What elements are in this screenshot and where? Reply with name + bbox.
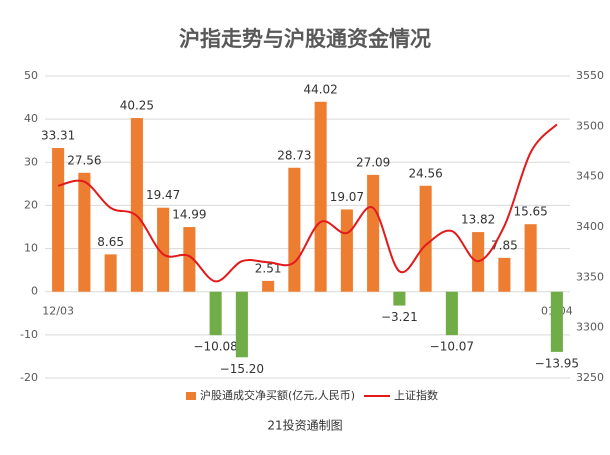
y2-tick-label: 3450 xyxy=(576,170,604,183)
data-label: 27.09 xyxy=(356,155,390,169)
data-label: 24.56 xyxy=(408,166,442,180)
y-tick-label: -10 xyxy=(20,328,38,341)
y-tick-label: 20 xyxy=(24,198,38,211)
data-label: −13.95 xyxy=(535,356,579,370)
data-label: −3.21 xyxy=(381,310,418,324)
bar xyxy=(262,280,275,292)
data-label: 27.56 xyxy=(67,153,101,167)
y2-tick-label: 3350 xyxy=(576,270,604,283)
legend-swatch xyxy=(186,392,196,400)
data-label: 40.25 xyxy=(120,99,154,113)
chart-title: 沪指走势与沪股通资金情况 xyxy=(179,27,431,51)
bar xyxy=(445,291,458,336)
y2-tick-label: 3500 xyxy=(576,119,604,132)
y-tick-label: 40 xyxy=(24,112,38,125)
bar xyxy=(235,291,248,358)
bar xyxy=(209,291,222,336)
y-tick-label: -20 xyxy=(20,371,38,384)
data-label: 2.51 xyxy=(255,261,282,275)
legend-label: 沪股通成交净买额(亿元,人民币) xyxy=(200,388,355,402)
bar xyxy=(524,224,537,292)
data-label: −10.08 xyxy=(193,340,237,354)
data-label: 19.07 xyxy=(330,190,364,204)
line xyxy=(57,123,558,283)
data-label: 13.82 xyxy=(461,213,495,227)
bar xyxy=(393,291,406,306)
data-label: −15.20 xyxy=(220,362,264,376)
data-label: 44.02 xyxy=(303,82,337,96)
bar xyxy=(314,101,327,292)
footer: 21投资通制图 xyxy=(267,418,342,433)
data-label: 7.85 xyxy=(491,238,518,252)
bar xyxy=(157,207,170,292)
data-label: 15.65 xyxy=(513,205,547,219)
data-label: 14.99 xyxy=(172,208,206,222)
y2-tick-label: 3300 xyxy=(576,321,604,334)
bar xyxy=(52,148,65,292)
bar xyxy=(550,291,563,352)
bar xyxy=(419,185,432,292)
data-label: 33.31 xyxy=(41,129,75,143)
bar xyxy=(340,209,353,292)
y-tick-label: 0 xyxy=(31,285,38,298)
legend-label: 上证指数 xyxy=(394,388,438,402)
bar xyxy=(78,172,91,292)
data-label: 19.47 xyxy=(146,188,180,202)
y-tick-label: 30 xyxy=(24,155,38,168)
y-tick-label: 10 xyxy=(24,242,38,255)
y-tick-label: 50 xyxy=(24,69,38,82)
bar xyxy=(367,174,380,292)
bar xyxy=(104,254,117,292)
data-label: 8.65 xyxy=(97,235,124,249)
x-tick-label: 12/03 xyxy=(42,305,74,318)
data-label: −10.07 xyxy=(430,340,474,354)
bar xyxy=(498,257,511,292)
bar xyxy=(130,118,143,292)
bar xyxy=(183,227,196,292)
y2-tick-label: 3550 xyxy=(576,69,604,82)
bar xyxy=(288,167,301,292)
y2-tick-label: 3250 xyxy=(576,371,604,384)
y2-tick-label: 3400 xyxy=(576,220,604,233)
data-label: 28.73 xyxy=(277,148,311,162)
